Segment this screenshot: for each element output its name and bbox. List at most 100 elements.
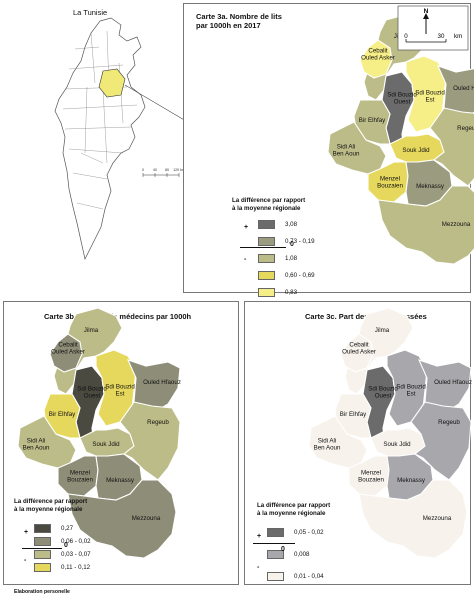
legend-plus-sign: + [244,224,249,231]
tunisia-outline [54,17,146,261]
legend-label: 0,008 [294,551,310,558]
map-3b-legend-title: La différence par rapport à la moyenne r… [14,498,88,513]
region-label-regeub: Regeub [147,419,169,426]
region-cebalit [359,39,393,79]
legend-swatch [267,528,284,537]
legend-zero-line [240,247,286,248]
region-regeub [119,401,181,481]
legend-label: 0,06 - 0,02 [61,538,91,545]
legend-swatch [34,524,51,533]
north-arrow-label: N [424,8,429,15]
scale-unit: km [454,33,462,40]
inset-scale-tick: 0 [142,168,144,172]
tunisia-inset-map: La Tunisie 0 40 80 120 km [54,8,187,261]
region-mezzouna [358,479,468,559]
inset-scale-tick: 80 [165,168,169,172]
credit-text: Elaboration personelle [14,589,70,595]
region-label-sidi-ali-ben-aoun: Sidi Ali Ben Aoun [333,144,360,158]
legend-item: 0,60 - 0,69 [258,271,315,280]
region-label-souk-jdid: Souk Jdid [402,147,430,154]
map-3c-panel: Carte 3c. Part des routes classées Jilma… [244,301,472,585]
region-ouled-hfaouz [436,65,474,117]
region-label-meknassy: Meknassy [397,477,426,484]
region-label-mezzouna: Mezzouna [423,515,452,522]
map-3a-panel: Carte 3a. Nombre de lits par 1000h en 20… [183,3,474,297]
region-label-sdi-bouzid-ouest: Sdi Bouzid Ouest [368,386,398,400]
scale-value: 30 [438,33,445,40]
legend-swatch [267,550,284,559]
tunisia-inset-panel: La Tunisie 0 40 80 120 km [3,3,187,293]
region-label-meknassy: Meknassy [416,183,445,190]
region-label-ouled-hfaouz: Ouled Hfaouz [453,85,474,92]
region-label-sidi-ali-ben-aoun: Sidi Ali Ben Aoun [23,438,50,452]
region-label-cebalit: Cebalit Ouled Asker [51,342,85,356]
legend-label: 0,03 - 0,07 [61,551,91,558]
legend-item: 0,01 - 0,04 [267,572,324,581]
legend-zero-line [22,548,62,549]
region-ouled-hfaouz [417,359,472,411]
legend-plus-sign: + [24,529,29,536]
region-label-ouled-hfaouz: Ouled Hfaouz [434,379,472,386]
region-label-menzel-bouzaien: Menzel Bouzaien [377,176,403,190]
legend-swatch [267,572,284,581]
legend-label: 0,73 - 0,19 [285,238,315,245]
legend-item: 0,11 - 0,12 [34,563,90,572]
region-label-sdi-bouzid-est: Sdi Bouzid Est [415,90,445,104]
region-label-sdi-bouzid-ouest: Sdi Bouzid Ouest [387,92,417,106]
region-cebalit [340,333,374,373]
north-arrow-scale-box: N 0 30 km [397,5,469,51]
scale-zero: 0 [404,33,408,40]
map-3b-svg: Jilma Cebalit Ouled Asker Sdi Bouzid OuestSd… [17,307,181,559]
region-label-sdi-bouzid-est: Sdi Bouzid Est [396,384,426,398]
region-label-sdi-bouzid-est: Sdi Bouzid Est [105,384,135,398]
legend-label: 0,60 - 0,69 [285,272,315,279]
region-label-regeub: Regeub [457,125,474,132]
region-label-mezzouna: Mezzouna [442,221,471,228]
legend-item: 0,06 - 0,02 [34,537,91,546]
tunisia-inset-title: La Tunisie [73,8,107,17]
legend-item: 0,03 - 0,07 [34,550,91,559]
region-label-souk-jdid: Souk Jdid [92,441,120,448]
region-label-bir-elhfay: Bir Elhfay [359,117,386,124]
legend-item: 0,05 - 0,02 [267,528,324,537]
legend-zero-line [253,543,295,544]
region-label-menzel-bouzaien: Menzel Bouzaien [67,470,93,484]
map-3c-svg: Jilma Cebalit Ouled Asker Sdi Bouzid OuestSd… [308,307,472,559]
legend-item: 1,08 [258,254,297,263]
callout-line [124,84,187,122]
legend-item: 0,27 [34,524,73,533]
legend-swatch [258,220,275,229]
inset-scale-bar: 0 40 80 120 km [142,168,185,177]
legend-label: 0,27 [61,525,74,532]
map-3a-title: Carte 3a. Nombre de lits par 1000h en 20… [196,12,282,30]
legend-item: 3,08 [258,220,297,229]
region-label-ouled-hfaouz: Ouled Hfaouz [143,379,181,386]
region-label-cebalit: Cebalit Ouled Asker [361,48,395,62]
legend-label: 0,05 - 0,02 [294,529,324,536]
legend-plus-sign: + [257,533,262,540]
legend-zero-sign: 0 [281,546,285,553]
legend-swatch [258,237,275,246]
legend-label: 0,01 - 0,04 [294,573,324,580]
region-cebalit [49,333,83,373]
legend-swatch [258,254,275,263]
inset-scale-tick: 40 [153,168,157,172]
legend-label: 0,11 - 0,12 [61,564,91,571]
region-label-bir-elhfay: Bir Elhfay [49,411,76,418]
region-label-souk-jdid: Souk Jdid [383,441,411,448]
region-label-menzel-bouzaien: Menzel Bouzaien [358,470,384,484]
region-mezzouna [377,185,474,265]
legend-minus-sign: - [24,557,27,564]
region-label-mezzouna: Mezzouna [132,515,161,522]
legend-swatch [258,271,275,280]
map-3a-legend-title: La différence par rapport à la moyenne r… [232,197,306,212]
legend-minus-sign: - [257,564,260,571]
legend-swatch [34,537,51,546]
region-label-bir-elhfay: Bir Elhfay [340,411,367,418]
map-3c-legend-title: La différence par rapport à la moyenne r… [257,502,331,517]
legend-label: 3,08 [285,221,298,228]
region-label-jilma: Jilma [375,327,390,334]
region-mezzouna [67,479,177,559]
legend-swatch [258,288,275,297]
legend-swatch [34,563,51,572]
